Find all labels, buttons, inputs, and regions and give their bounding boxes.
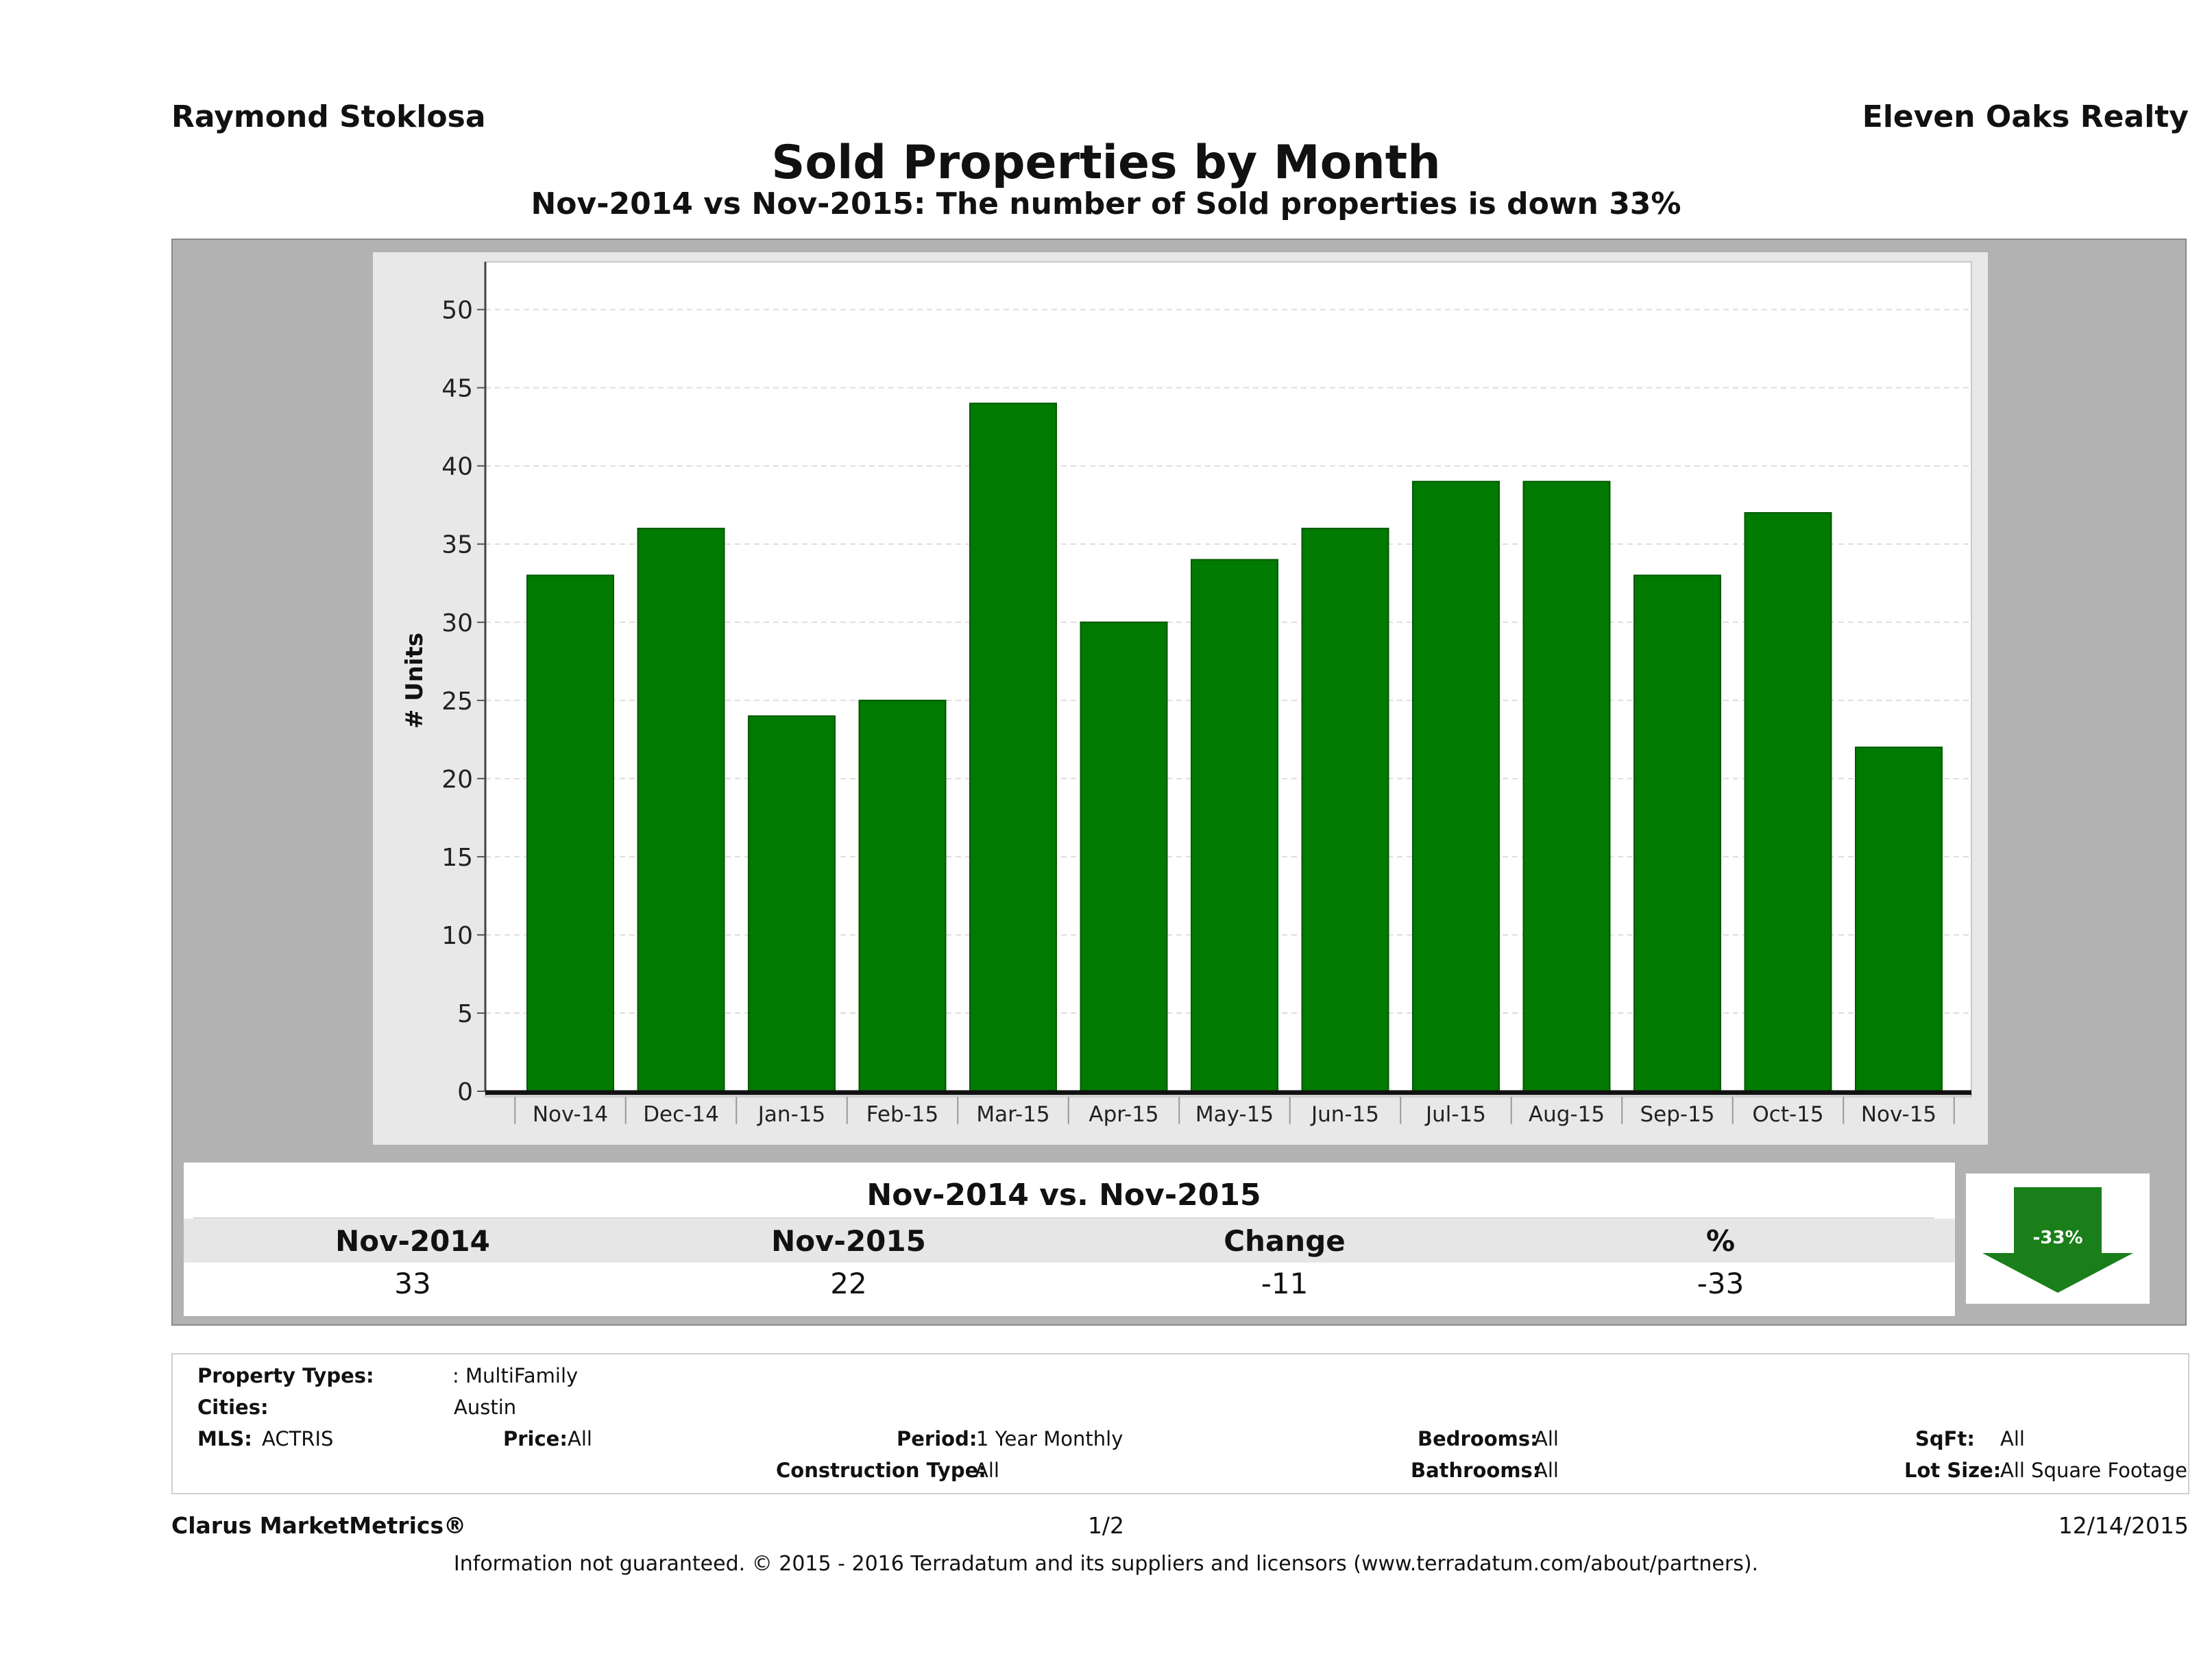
comparison-value: -11: [1261, 1267, 1309, 1300]
y-tick-label: 35: [441, 531, 473, 559]
construction-type-label: Construction Type:: [776, 1459, 986, 1482]
bar: [858, 699, 947, 1092]
down-arrow-icon: -33%: [1982, 1187, 2133, 1293]
x-tick-label: Sep-15: [1640, 1102, 1714, 1127]
page-number: 1/2: [1087, 1512, 1125, 1539]
x-tick-label: Oct-15: [1752, 1102, 1823, 1127]
price-value: All: [568, 1427, 592, 1450]
chart-title: Sold Properties by Month: [771, 136, 1441, 190]
comparison-header: %: [1705, 1224, 1736, 1258]
bar: [1301, 527, 1389, 1092]
price-label: Price:: [503, 1427, 568, 1450]
comparison-header: Nov-2015: [771, 1224, 926, 1258]
y-tick-label: 50: [441, 297, 473, 325]
lot-size-value: All Square Footage: [2000, 1459, 2188, 1482]
y-tick-label: 30: [441, 609, 473, 637]
agent-name: Raymond Stoklosa: [171, 99, 486, 134]
y-tick-label: 5: [457, 1000, 473, 1028]
mls-value: ACTRIS: [262, 1427, 334, 1450]
bedrooms-label: Bedrooms:: [1418, 1427, 1538, 1450]
x-tick-label: Dec-14: [643, 1102, 719, 1127]
mls-label: MLS:: [197, 1427, 252, 1450]
bathrooms-label: Bathrooms:: [1411, 1459, 1541, 1482]
y-tick-label: 0: [457, 1078, 473, 1106]
bar: [1744, 512, 1832, 1093]
change-indicator: -33%: [1966, 1174, 2150, 1304]
period-value: 1 Year Monthly: [976, 1427, 1123, 1450]
comparison-header: Nov-2014: [335, 1224, 490, 1258]
x-tick-label: Feb-15: [866, 1102, 939, 1127]
bedrooms-value: All: [1534, 1427, 1559, 1450]
property-types-label: Property Types:: [197, 1364, 374, 1387]
bar: [1191, 559, 1278, 1092]
cities-label: Cities:: [197, 1396, 269, 1419]
comparison-value-row: 33 22 -11 -33: [193, 1265, 1934, 1304]
property-types-value: : MultiFamily: [452, 1364, 579, 1387]
x-tick-label: Mar-15: [976, 1102, 1049, 1127]
comparison-header: Change: [1224, 1224, 1346, 1258]
period-label: Period:: [897, 1427, 977, 1450]
bar-chart: 0 5 10 15 20 25 30 35 40 45 50 Nov-14 Dec-14 Jan-15 Fe…: [401, 261, 1972, 1127]
bathrooms-value: All: [1534, 1459, 1559, 1482]
bar: [1522, 481, 1611, 1092]
y-tick-label: 45: [441, 375, 473, 403]
y-tick-label: 20: [441, 766, 473, 794]
x-tick-label: Nov-15: [1861, 1102, 1936, 1127]
y-tick-label: 25: [441, 688, 473, 716]
y-tick-label: 15: [441, 844, 473, 872]
disclaimer: Information not guaranteed. © 2015 - 201…: [453, 1552, 1759, 1576]
chart-subtitle: Nov-2014 vs Nov-2015: The number of Sold…: [531, 186, 1681, 221]
bar: [1412, 481, 1500, 1092]
bar: [1855, 746, 1943, 1092]
y-tick-label: 10: [441, 922, 473, 950]
chart-area: 0 5 10 15 20 25 30 35 40 45 50 Nov-14 Dec-14 Jan-15 Fe…: [373, 252, 1988, 1145]
axes: 0 5 10 15 20 25 30 35 40 45 50 Nov-14 Dec-14 Jan-15 Fe…: [441, 262, 1971, 1127]
comparison-value: 33: [394, 1267, 431, 1300]
sqft-value: All: [2000, 1427, 2025, 1450]
x-tick-label: Jan-15: [757, 1102, 825, 1127]
comparison-value: -33: [1697, 1267, 1745, 1300]
change-badge-text: -33%: [2032, 1228, 2082, 1248]
y-tick-label: 40: [441, 453, 473, 481]
cities-value: Austin: [454, 1396, 517, 1419]
bar: [637, 527, 725, 1092]
y-axis-label: # Units: [401, 633, 428, 729]
x-tick-label: Apr-15: [1089, 1102, 1158, 1127]
bar: [1080, 621, 1168, 1092]
bar: [748, 715, 836, 1092]
x-tick-label: May-15: [1195, 1102, 1274, 1127]
sqft-label: SqFt:: [1915, 1427, 1975, 1450]
bar: [969, 402, 1057, 1092]
report-details: Property Types: : MultiFamily Cities: Au…: [171, 1353, 2189, 1494]
company-name: Eleven Oaks Realty: [1862, 99, 2189, 134]
footer-brand: Clarus MarketMetrics®: [171, 1512, 467, 1539]
construction-type-value: All: [975, 1459, 999, 1482]
lot-size-label: Lot Size:: [1904, 1459, 2002, 1482]
x-tick-label: Jul-15: [1424, 1102, 1486, 1127]
x-tick-label: Nov-14: [533, 1102, 608, 1127]
bars: [526, 402, 1943, 1093]
report-date: 12/14/2015: [2058, 1512, 2189, 1539]
x-tick-label: Aug-15: [1529, 1102, 1605, 1127]
comparison-header-row: Nov-2014 Nov-2015 Change %: [184, 1219, 1955, 1263]
bar: [1633, 574, 1721, 1093]
comparison-value: 22: [830, 1267, 867, 1300]
bar: [526, 574, 614, 1093]
comparison-title: Nov-2014 vs. Nov-2015: [866, 1178, 1261, 1213]
comparison-title-band: Nov-2014 vs. Nov-2015: [193, 1172, 1934, 1219]
comparison-table: Nov-2014 vs. Nov-2015 Nov-2014 Nov-2015 …: [184, 1163, 1955, 1316]
x-tick-label: Jun-15: [1310, 1102, 1379, 1127]
